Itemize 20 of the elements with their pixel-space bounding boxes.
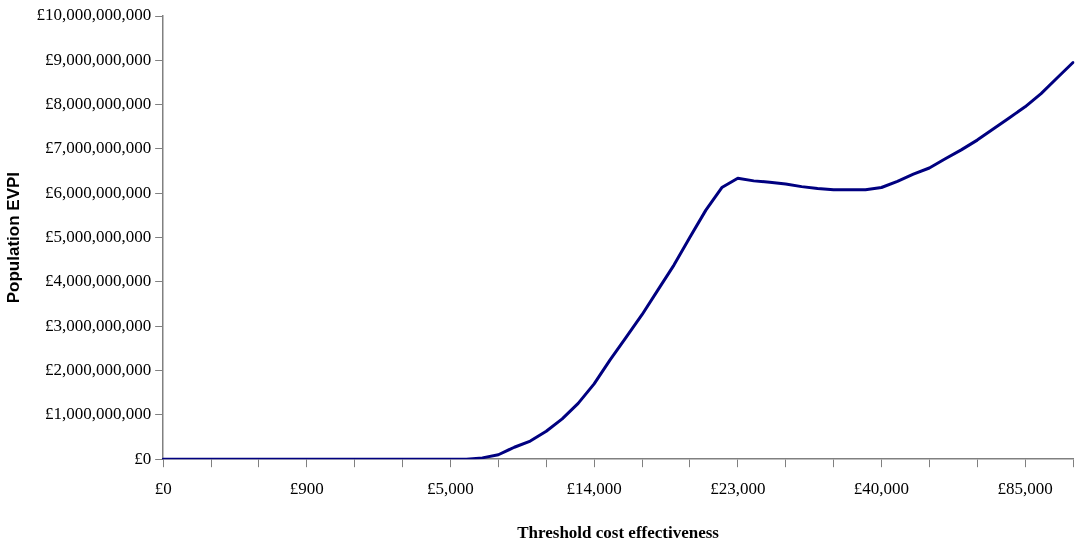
- y-tick-label: £9,000,000,000: [44, 49, 152, 69]
- x-tick-label: £23,000: [710, 478, 766, 498]
- y-tick-label: £3,000,000,000: [44, 315, 152, 335]
- y-tick-label: £4,000,000,000: [44, 271, 152, 291]
- y-tick-label: £2,000,000,000: [44, 360, 152, 380]
- y-tick-label: £7,000,000,000: [44, 138, 152, 158]
- y-tick-label: £8,000,000,000: [44, 94, 152, 114]
- y-tick-label: £0: [134, 448, 152, 468]
- y-tick-label: £6,000,000,000: [44, 182, 152, 202]
- x-tick-label: £900: [289, 478, 324, 498]
- x-tick-label: £5,000: [427, 478, 474, 498]
- y-axis-title: Population EVPI: [3, 171, 23, 304]
- y-tick-label: £1,000,000,000: [44, 404, 152, 424]
- x-tick-label: £14,000: [566, 478, 622, 498]
- y-tick-label: £5,000,000,000: [44, 227, 152, 247]
- x-tick-label: £40,000: [853, 478, 910, 498]
- x-axis-title: Threshold cost effectiveness: [517, 523, 720, 543]
- x-tick-label: £85,000: [997, 478, 1053, 498]
- x-tick-label: £0: [154, 478, 172, 498]
- y-tick-label: £10,000,000,000: [36, 5, 152, 25]
